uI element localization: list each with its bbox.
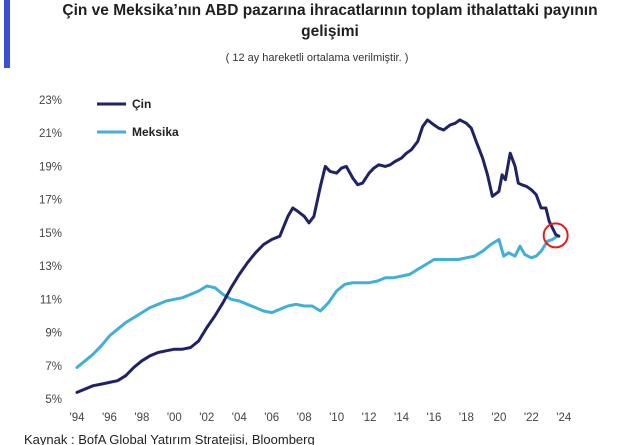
source-note: Kaynak : BofA Global Yatırım Stratejisi,… [24,432,315,445]
annotation-layer [542,222,569,249]
y-tick-label: 11% [40,294,62,306]
y-axis: 5% 7% 9% 11% 13% 15% 17% 19% 21% 23% [39,95,62,406]
x-axis: '94 '96 '98 '00 '02 '04 '06 '08 '10 '12 '14 '16 '18 '… [70,412,572,424]
x-tick-label: '04 [232,412,248,424]
x-tick-label: '20 [491,412,506,424]
chart-title-line1: Çin ve Meksika’nın ABD pazarına ihracatl… [62,2,598,19]
y-tick-label: 19% [39,161,62,173]
series-line-mexico [75,234,559,369]
chart-subtitle: ( 12 ay hareketli ortalama verilmiştir. … [225,52,409,64]
x-tick-label: '94 [70,412,86,424]
x-tick-label: '02 [199,412,214,424]
chart-title: Çin ve Meksika’nın ABD pazarına ihracatl… [40,0,620,42]
y-tick-label: 9% [45,328,62,340]
x-tick-label: '18 [459,412,474,424]
chart-title-line2: gelişimi [301,23,359,40]
x-tick-label: '24 [556,412,572,424]
accent-bar [4,0,10,68]
series-layer [75,118,561,394]
x-tick-label: '06 [264,412,279,424]
y-tick-label: 21% [39,128,62,140]
series-line-china [75,118,561,394]
x-tick-label: '00 [167,412,182,424]
legend-label-mexico: Meksika [132,125,179,139]
x-tick-label: '10 [329,412,344,424]
x-tick-label: '98 [134,412,149,424]
legend-label-china: Çin [132,97,151,111]
y-tick-label: 13% [39,261,62,273]
x-tick-label: '16 [426,412,441,424]
y-tick-label: 15% [39,228,62,240]
x-tick-label: '12 [362,412,377,424]
y-tick-label: 17% [39,195,62,207]
x-tick-label: '22 [524,412,539,424]
y-tick-label: 23% [39,95,62,107]
y-tick-label: 7% [45,361,62,373]
x-tick-label: '96 [102,412,117,424]
highlight-circle [542,222,569,249]
legend: Çin Meksika [97,97,179,139]
x-tick-label: '14 [394,412,410,424]
y-tick-label: 5% [45,394,62,406]
x-tick-label: '08 [297,412,312,424]
